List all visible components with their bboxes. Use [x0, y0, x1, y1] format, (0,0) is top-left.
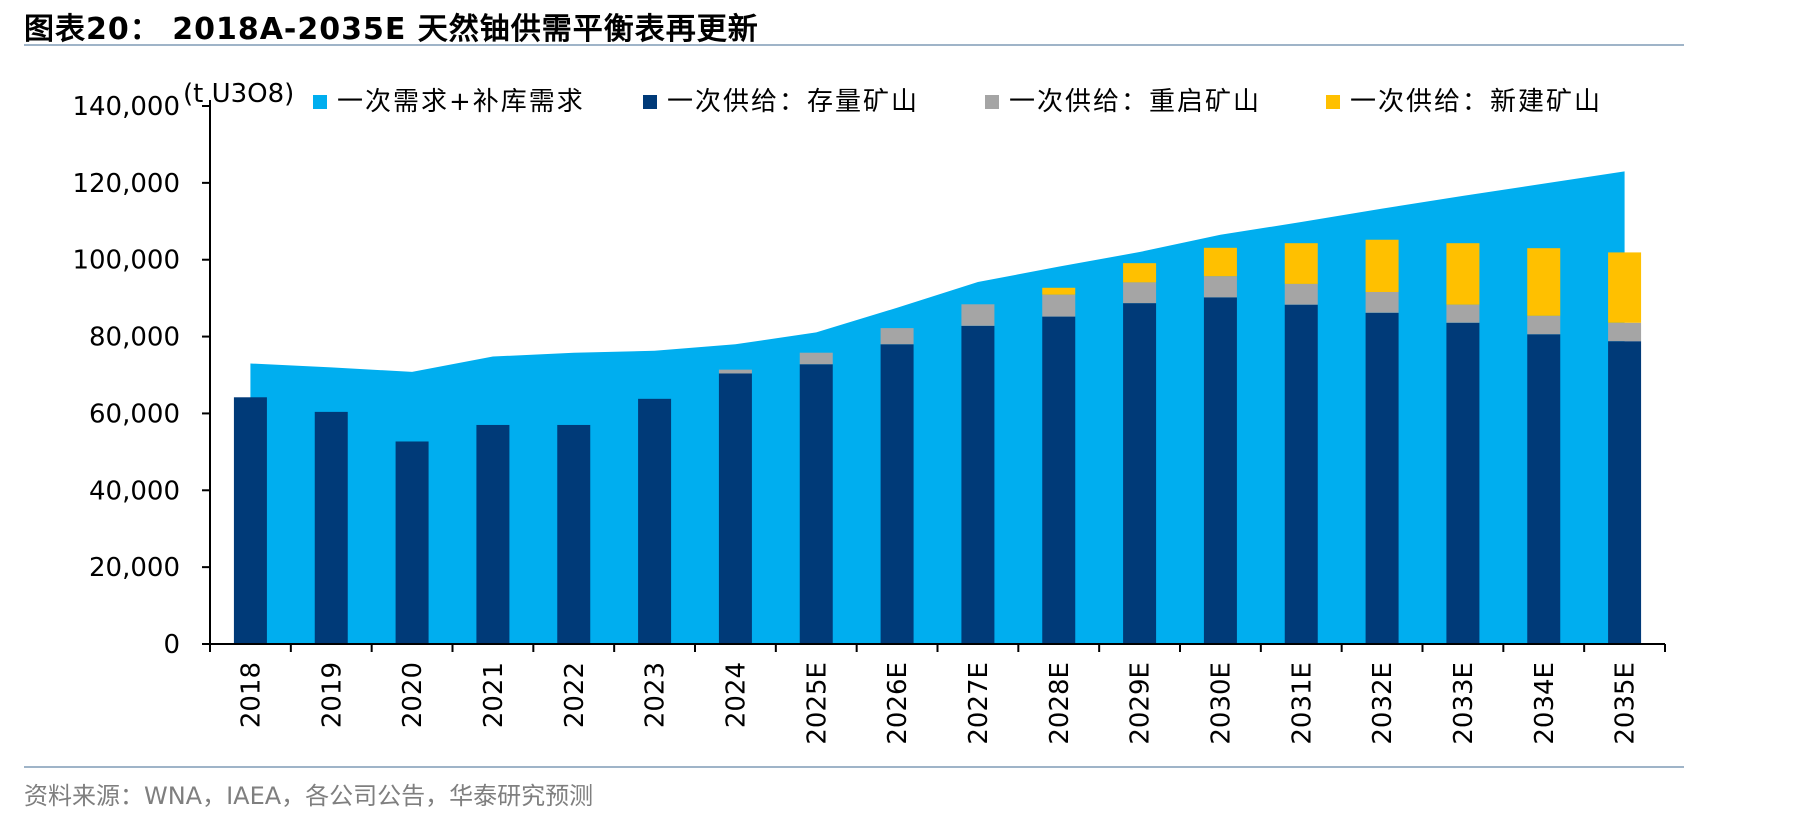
- bar-new-mines: [1446, 243, 1480, 305]
- y-tick-label: 100,000: [72, 246, 180, 276]
- bar-existing-mines: [1203, 297, 1237, 644]
- y-tick-label: 80,000: [89, 323, 180, 353]
- y-tick-label: 20,000: [89, 553, 180, 583]
- x-tick-label: 2031E: [1287, 662, 1317, 745]
- x-tick-label: 2019: [317, 662, 347, 728]
- y-tick-label: 120,000: [72, 169, 180, 199]
- legend-swatch: [985, 95, 999, 109]
- bar-new-mines: [1042, 287, 1076, 295]
- x-tick-label: 2029E: [1126, 662, 1156, 745]
- legend-label: 一次供给：新建矿山: [1350, 87, 1602, 117]
- x-tick-label: 2028E: [1045, 662, 1075, 745]
- bar-restarted-mines: [799, 352, 833, 365]
- y-tick-label: 60,000: [89, 399, 180, 429]
- source-note: 资料来源：WNA，IAEA，各公司公告，华泰研究预测: [24, 782, 594, 810]
- bar-restarted-mines: [961, 304, 995, 326]
- x-tick-label: 2035E: [1611, 662, 1641, 745]
- bar-existing-mines: [314, 411, 348, 644]
- legend-swatch: [643, 95, 657, 109]
- x-tick-label: 2025E: [802, 662, 832, 745]
- axis-layer: 0 20,000 40,000 60,000 80,000 100,000 120,000 1…: [72, 92, 1666, 745]
- legend: 一次需求+补库需求 一次供给：存量矿山 一次供给：重启矿山 一次供给：新建矿山: [313, 87, 1602, 117]
- bar-restarted-mines: [1042, 294, 1076, 317]
- bar-new-mines: [1365, 239, 1399, 292]
- y-tick-label: 0: [163, 630, 180, 660]
- bottom-divider: [24, 766, 1684, 768]
- x-tick-label: 2034E: [1530, 662, 1560, 745]
- bar-new-mines: [1527, 248, 1561, 316]
- bar-new-mines: [1608, 252, 1642, 323]
- top-divider: [24, 44, 1684, 46]
- bar-existing-mines: [233, 397, 267, 644]
- x-tick-label: 2026E: [883, 662, 913, 745]
- x-tick-label: 2024: [721, 662, 751, 728]
- bar-new-mines: [1284, 243, 1318, 284]
- bar-restarted-mines: [1527, 315, 1561, 335]
- bar-restarted-mines: [1123, 282, 1157, 304]
- bar-restarted-mines: [1446, 304, 1480, 323]
- bar-restarted-mines: [718, 369, 752, 374]
- bar-restarted-mines: [1608, 322, 1642, 342]
- bar-restarted-mines: [880, 328, 914, 345]
- x-tick-label: 2020: [398, 662, 428, 728]
- legend-swatch: [313, 95, 327, 109]
- bar-existing-mines: [880, 344, 914, 644]
- y-tick-label: 140,000: [72, 92, 180, 122]
- bar-restarted-mines: [1284, 283, 1318, 305]
- x-tick-label: 2023: [641, 662, 671, 728]
- legend-label: 一次供给：存量矿山: [667, 87, 919, 117]
- bar-layer: [233, 239, 1642, 644]
- bar-existing-mines: [638, 398, 672, 644]
- bar-new-mines: [1203, 247, 1237, 277]
- y-unit-label: (t U3O8): [183, 79, 294, 109]
- bar-existing-mines: [1527, 334, 1561, 644]
- x-tick-label: 2030E: [1206, 662, 1236, 745]
- area-demand: [250, 171, 1625, 645]
- bar-restarted-mines: [1365, 291, 1399, 313]
- bar-existing-mines: [961, 325, 995, 644]
- legend-label: 一次供给：重启矿山: [1009, 87, 1261, 117]
- x-tick-label: 2027E: [964, 662, 994, 745]
- bar-existing-mines: [1123, 303, 1157, 644]
- bar-existing-mines: [1365, 312, 1399, 644]
- bar-existing-mines: [1446, 322, 1480, 644]
- x-tick-label: 2033E: [1449, 662, 1479, 745]
- bar-existing-mines: [1042, 316, 1076, 644]
- bar-existing-mines: [476, 424, 510, 644]
- x-tick-label: 2032E: [1368, 662, 1398, 745]
- bar-existing-mines: [718, 373, 752, 644]
- bar-existing-mines: [799, 364, 833, 644]
- bar-restarted-mines: [1203, 276, 1237, 298]
- x-tick-label: 2021: [479, 662, 509, 728]
- legend-label: 一次需求+补库需求: [337, 87, 585, 117]
- bar-existing-mines: [1608, 341, 1642, 644]
- x-tick-label: 2022: [560, 662, 590, 728]
- bar-existing-mines: [395, 441, 429, 644]
- bar-new-mines: [1123, 263, 1157, 283]
- figure-title: 图表20： 2018A-2035E 天然铀供需平衡表再更新: [24, 12, 759, 47]
- area-layer: [250, 171, 1625, 645]
- bar-existing-mines: [557, 424, 591, 644]
- x-tick-label: 2018: [236, 662, 266, 728]
- legend-swatch: [1326, 95, 1340, 109]
- y-tick-label: 40,000: [89, 476, 180, 506]
- bar-existing-mines: [1284, 304, 1318, 644]
